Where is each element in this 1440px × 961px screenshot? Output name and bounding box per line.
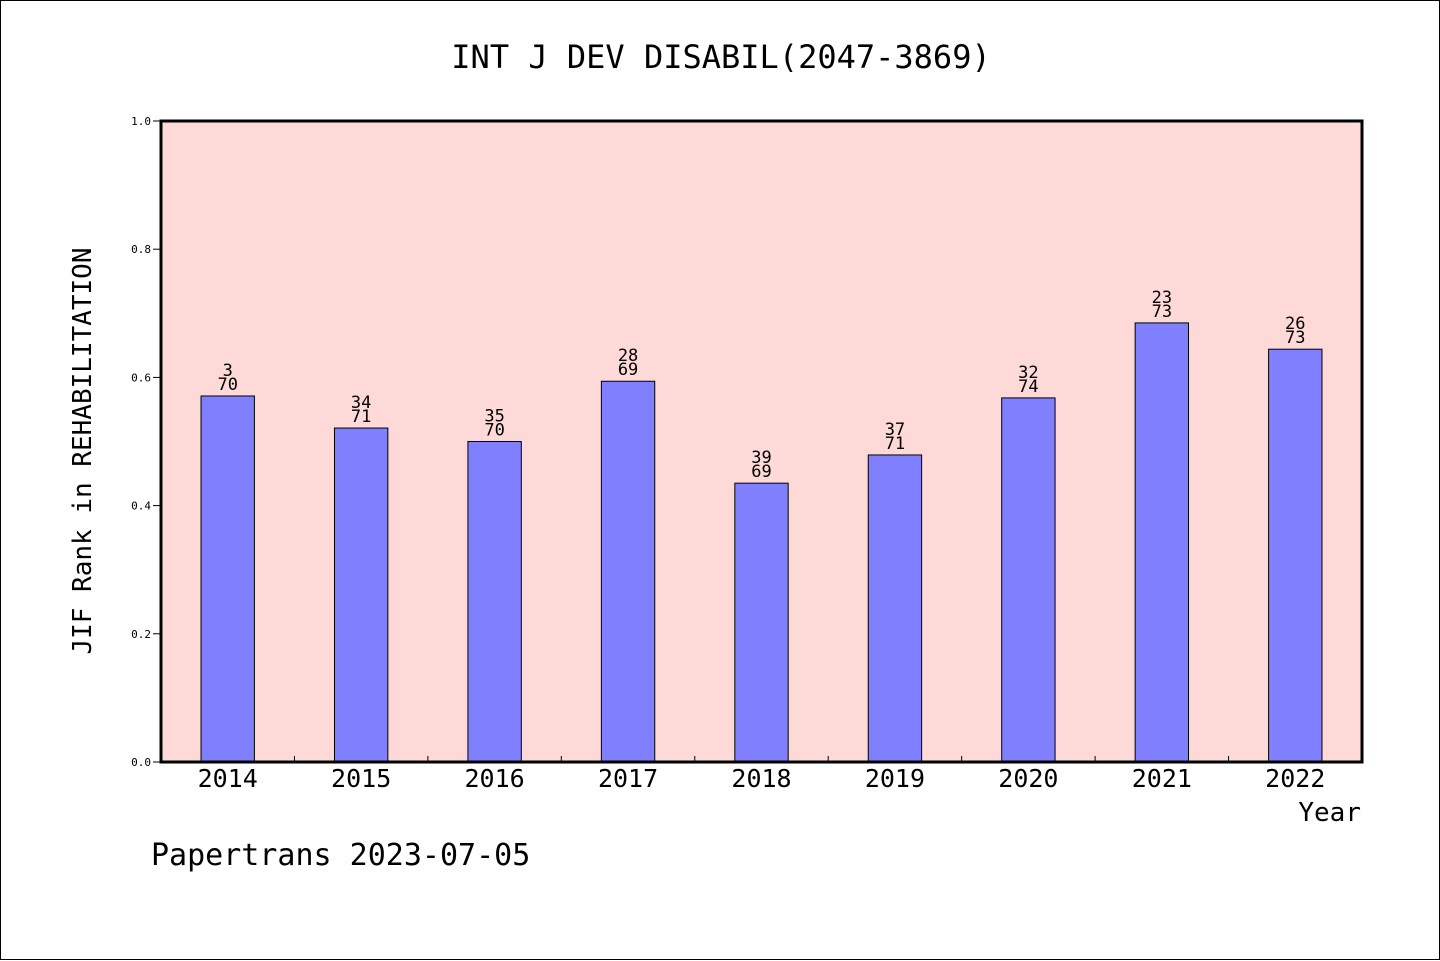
x-axis-ticks: 2014 2015 2016 2017 2018 2019 2020 2021 2022 bbox=[198, 756, 1325, 793]
bars bbox=[200, 322, 1323, 763]
y-axis-label: JIF Rank in REHABILITATION bbox=[68, 248, 98, 655]
x-axis-label: Year bbox=[1298, 798, 1361, 828]
bar-2016 bbox=[467, 441, 522, 763]
data-label-rank: 28 bbox=[618, 346, 638, 366]
x-tick-label: 2019 bbox=[865, 764, 925, 793]
data-label-rank: 35 bbox=[484, 407, 504, 427]
data-label-rank: 32 bbox=[1018, 363, 1038, 383]
data-label-total: 69 bbox=[751, 462, 771, 482]
chart-title: INT J DEV DISABIL(2047-3869) bbox=[451, 38, 990, 76]
data-label-rank: 34 bbox=[351, 393, 371, 413]
data-label-rank: 37 bbox=[885, 420, 905, 440]
data-label-total: 70 bbox=[484, 421, 504, 441]
data-label-rank: 23 bbox=[1152, 288, 1172, 308]
y-tick-label: 0.2 bbox=[131, 628, 151, 641]
y-tick-label: 0.4 bbox=[131, 500, 151, 513]
x-tick-label: 2020 bbox=[998, 764, 1058, 793]
x-tick-label: 2015 bbox=[331, 764, 391, 793]
y-tick-label: 0.6 bbox=[131, 371, 151, 384]
data-label-total: 70 bbox=[217, 375, 237, 395]
footer-text: Papertrans 2023-07-05 bbox=[151, 838, 530, 873]
x-tick-label: 2018 bbox=[731, 764, 791, 793]
bar-2017 bbox=[600, 380, 656, 763]
bar-2018 bbox=[734, 482, 789, 763]
plot-border bbox=[159, 119, 1364, 764]
data-label-total: 74 bbox=[1018, 377, 1038, 397]
bar-2015 bbox=[333, 427, 389, 763]
y-tick-label: 1.0 bbox=[131, 115, 151, 128]
bar-2020 bbox=[1001, 397, 1056, 763]
bar-2014 bbox=[200, 395, 255, 763]
x-tick-label: 2021 bbox=[1132, 764, 1192, 793]
x-tick-label: 2016 bbox=[465, 764, 525, 793]
x-tick-label: 2017 bbox=[598, 764, 658, 793]
data-label-total: 71 bbox=[351, 407, 371, 427]
data-label-total: 73 bbox=[1285, 328, 1305, 348]
data-label-rank: 3 bbox=[223, 361, 233, 381]
data-label-total: 71 bbox=[885, 434, 905, 454]
data-label-total: 69 bbox=[618, 360, 638, 380]
bar-2021 bbox=[1134, 322, 1190, 763]
data-label-rank: 39 bbox=[751, 448, 771, 468]
y-tick-label: 0.8 bbox=[131, 243, 151, 256]
x-tick-label: 2014 bbox=[198, 764, 258, 793]
bar-2019 bbox=[867, 454, 923, 763]
y-axis-ticks: 0.0 0.2 0.4 0.6 0.8 1.0 bbox=[131, 115, 161, 769]
y-tick-label: 0.0 bbox=[131, 756, 151, 769]
data-label-total: 73 bbox=[1152, 302, 1172, 322]
data-label-rank: 26 bbox=[1285, 314, 1305, 334]
bar-2022 bbox=[1268, 348, 1323, 763]
x-tick-label: 2022 bbox=[1265, 764, 1325, 793]
